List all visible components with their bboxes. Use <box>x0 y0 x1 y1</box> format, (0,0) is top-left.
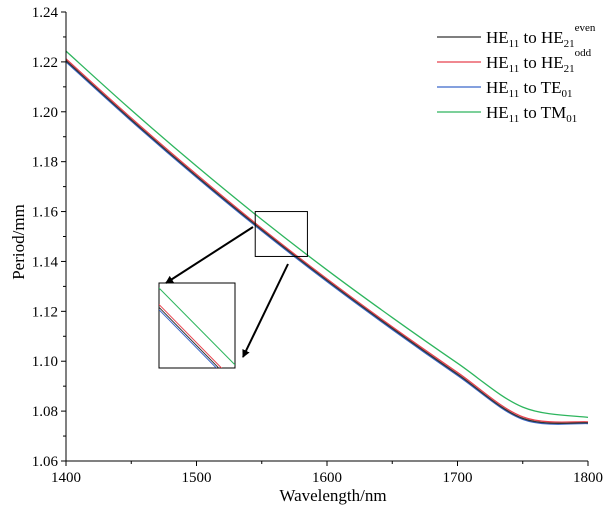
y-tick-label: 1.12 <box>32 304 58 320</box>
legend-entry-2: HE11 to HE21odd <box>486 47 592 75</box>
legend-entry-4: HE11 to TM01 <box>486 103 577 125</box>
inset-series-line-3 <box>159 309 218 368</box>
inset-series-line-2 <box>159 304 223 368</box>
series-line-4 <box>65 50 589 418</box>
legend-entry-3: HE11 to TE01 <box>486 78 572 100</box>
inset-series-line-4 <box>159 287 235 366</box>
zoom-inset-layer <box>158 211 308 369</box>
zoom-inset-box <box>158 282 236 369</box>
y-tick-label: 1.22 <box>32 55 58 71</box>
zoom-arrow-1 <box>165 226 254 284</box>
series-line-1 <box>65 60 589 424</box>
x-tick-label: 1700 <box>443 470 473 486</box>
inset-series-line-1 <box>159 306 220 368</box>
x-tick-label: 1600 <box>312 470 342 486</box>
legend-entry-1: HE11 to HE21even <box>486 22 596 50</box>
y-tick-label: 1.06 <box>32 454 59 470</box>
y-tick-label: 1.16 <box>32 205 59 221</box>
y-axis-label: Period/mm <box>9 204 28 280</box>
series-line-2 <box>65 58 589 423</box>
axes-layer: 1400 1500 1600 1700 1800 1.06 1.08 1.10 1.12 1.14… <box>32 5 603 486</box>
x-tick-label: 1800 <box>573 470 603 486</box>
inset-series-group <box>159 287 235 368</box>
zoom-region-box <box>254 211 308 257</box>
series-layer <box>65 50 589 425</box>
y-tick-label: 1.08 <box>32 404 58 420</box>
x-tick-label: 1500 <box>182 470 212 486</box>
y-tick-label: 1.14 <box>32 254 59 270</box>
x-axis-label: Wavelength/nm <box>279 486 386 505</box>
series-line-3 <box>65 61 589 425</box>
y-tick-label: 1.20 <box>32 105 58 121</box>
y-tick-label: 1.24 <box>32 5 59 21</box>
y-tick-label: 1.10 <box>32 354 58 370</box>
x-tick-label: 1400 <box>51 470 81 486</box>
zoom-arrow-2 <box>242 263 289 358</box>
y-tick-label: 1.18 <box>32 155 58 171</box>
